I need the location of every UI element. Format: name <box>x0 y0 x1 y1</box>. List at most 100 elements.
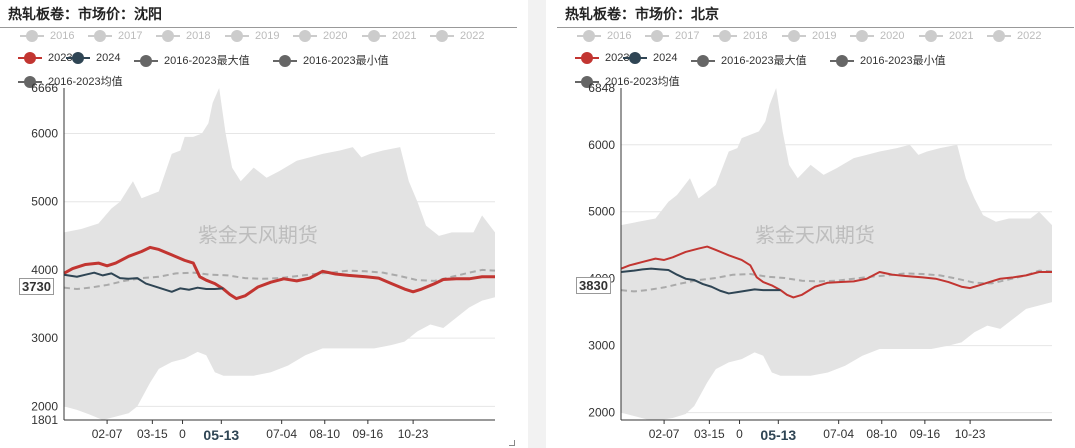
resize-corner-icon <box>509 440 515 446</box>
legend-label: 2018 <box>186 30 211 42</box>
chart-panel-shenyang: 热轧板卷：市场价：沈阳 2016 2017 2018 2019 2020 2021 2022… <box>0 0 517 448</box>
legend-item-2016[interactable]: 2016 <box>577 30 631 43</box>
y-tick-label: 4000 <box>31 263 58 277</box>
legend-item-min[interactable]: 2016-2023最小值 <box>273 52 389 68</box>
max-min-band <box>64 88 495 420</box>
legend-label: 2024 <box>96 52 121 64</box>
legend-item-2017[interactable]: 2017 <box>645 30 700 43</box>
legend-item-2018[interactable]: 2018 <box>156 30 211 43</box>
legend-marker-icon <box>782 30 806 43</box>
legend-marker-icon <box>575 52 599 65</box>
legend-item-2023[interactable]: 2023 <box>18 52 73 65</box>
legend-marker-icon <box>293 30 317 43</box>
legend-marker-icon <box>225 30 249 43</box>
y-max-label: 6848 <box>588 81 615 95</box>
legend-label: 2020 <box>880 30 905 42</box>
x-tick-label: 03-15 <box>137 427 168 441</box>
legend-item-avg[interactable]: 2016-2023均值 <box>575 73 680 89</box>
legend-label: 2023 <box>48 52 73 64</box>
legend-label: 2016-2023最大值 <box>164 55 250 67</box>
legend-item-max[interactable]: 2016-2023最大值 <box>691 52 807 68</box>
series-2024-line <box>63 271 224 293</box>
legend-item-min[interactable]: 2016-2023最小值 <box>830 52 946 68</box>
legend-label: 2022 <box>460 30 485 42</box>
y-tick-label: 6000 <box>588 138 615 152</box>
x-tick-label: 09-16 <box>910 427 941 441</box>
legend-marker-icon <box>623 52 647 65</box>
legend-marker-icon <box>830 55 854 68</box>
legend-label: 2016-2023均值 <box>605 76 680 88</box>
legend-marker-icon <box>66 52 90 65</box>
x-tick-label: 02-07 <box>92 427 123 441</box>
legend-label: 2017 <box>675 30 700 42</box>
y-tick-label: 6000 <box>31 126 58 140</box>
legend-marker-icon <box>713 30 737 43</box>
legend-marker-icon <box>88 30 112 43</box>
legend-item-2021[interactable]: 2021 <box>362 30 416 43</box>
legend-item-2020[interactable]: 2020 <box>293 30 348 43</box>
legend-marker-icon <box>18 76 42 89</box>
watermark: 紫金天风期货 <box>198 223 318 247</box>
x-tick-label: 09-16 <box>353 427 384 441</box>
y-tick-label: 2000 <box>588 406 615 420</box>
legend-item-avg[interactable]: 2016-2023均值 <box>18 73 123 89</box>
legend-item-2022[interactable]: 2022 <box>987 30 1042 43</box>
legend-item-2024[interactable]: 2024 <box>623 52 678 65</box>
legend-label: 2021 <box>949 30 974 42</box>
legend-marker-icon <box>430 30 454 43</box>
legend-item-2022[interactable]: 2022 <box>430 30 485 43</box>
legend-item-2018[interactable]: 2018 <box>713 30 768 43</box>
y-tick-label: 3000 <box>588 339 615 353</box>
legend-marker-icon <box>273 55 297 68</box>
chart-title: 热轧板卷：市场价：沈阳 <box>8 7 162 23</box>
legend-item-2017[interactable]: 2017 <box>88 30 142 43</box>
plot-area: 2000 3000 4000 5000 6000 6666 1801 紫金天风期货 02-07 0… <box>31 81 496 443</box>
chart-title: 热轧板卷：市场价：北京 <box>565 7 719 23</box>
x-tick-label: 08-10 <box>309 427 340 441</box>
x-tick-label: 05-13 <box>203 427 239 443</box>
x-tick-label: 02-07 <box>649 427 680 441</box>
plot-area: 200030004000500060006848紫金天风期货02-0703-15… <box>588 81 1053 443</box>
max-min-band <box>621 88 1052 420</box>
x-tick-label: 0 <box>179 427 186 441</box>
legend-label: 2016-2023最小值 <box>303 55 389 67</box>
x-tick-label: 10-23 <box>398 427 429 441</box>
legend-marker-icon <box>156 30 180 43</box>
series-2023-line <box>63 245 495 301</box>
legend-label: 2022 <box>1017 30 1042 42</box>
current-value-badge: 3730 <box>19 278 54 295</box>
legend-marker-icon <box>18 52 42 65</box>
legend-item-2021[interactable]: 2021 <box>919 30 974 43</box>
y-tick-label: 3000 <box>31 331 58 345</box>
legend-label: 2018 <box>743 30 768 42</box>
legend-marker-icon <box>645 30 669 43</box>
legend-item-2024[interactable]: 2024 <box>66 52 121 65</box>
legend-item-2020[interactable]: 2020 <box>850 30 905 43</box>
current-value-badge: 3830 <box>576 277 611 294</box>
y-min-label: 1801 <box>31 413 58 427</box>
x-tick-label: 07-04 <box>823 427 854 441</box>
legend-marker-icon <box>919 30 943 43</box>
legend-item-2016[interactable]: 2016 <box>20 30 74 43</box>
watermark: 紫金天风期货 <box>755 223 875 247</box>
x-tick-label: 03-15 <box>694 427 725 441</box>
y-max-label: 6666 <box>31 81 58 95</box>
title-underline <box>0 27 517 28</box>
legend-item-2019[interactable]: 2019 <box>225 30 279 43</box>
legend-marker-icon <box>575 76 599 89</box>
title-underline <box>557 27 1074 28</box>
legend-item-2019[interactable]: 2019 <box>782 30 836 43</box>
legend-marker-icon <box>20 30 44 43</box>
y-tick-label: 2000 <box>31 399 58 413</box>
legend-label: 2016-2023最大值 <box>721 55 807 67</box>
x-tick-label: 07-04 <box>266 427 297 441</box>
legend-label: 2020 <box>323 30 348 42</box>
legend-marker-icon <box>987 30 1011 43</box>
legend-item-2023[interactable]: 2023 <box>575 52 629 65</box>
legend-item-max[interactable]: 2016-2023最大值 <box>134 52 250 68</box>
legend-label: 2024 <box>653 52 678 64</box>
x-tick-label: 0 <box>736 427 743 441</box>
x-tick-label: 08-10 <box>866 427 897 441</box>
chart-panel-beijing: 热轧板卷：市场价：北京 2016 2017 2018 2019 2020 2021 2022… <box>557 0 1074 448</box>
x-tick-label: 10-23 <box>955 427 986 441</box>
